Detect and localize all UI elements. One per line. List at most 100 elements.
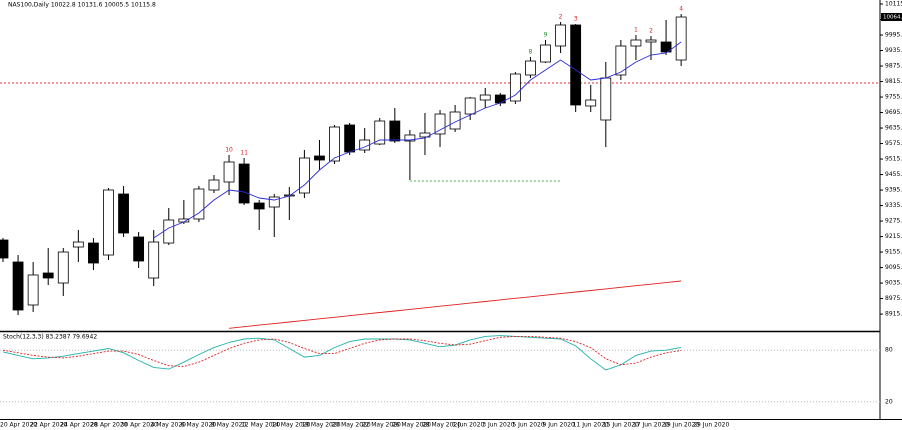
y-tick-label: 9695.0	[885, 109, 902, 116]
last-price-label: 10064.7	[883, 15, 902, 21]
candle-body	[404, 134, 416, 142]
y-tick-label: 8975.0	[885, 295, 902, 302]
x-tick-label: 22 May 2020	[362, 422, 401, 429]
y-tick-label: 9515.0	[885, 156, 902, 163]
candle-body	[223, 161, 235, 183]
candle-body	[464, 97, 476, 115]
x-tick-label: 12 May 2020	[241, 422, 280, 429]
y-tick-label: 80	[885, 347, 893, 354]
x-tick-label: 14 May 2020	[271, 422, 310, 429]
x-tick-label: 26 May 2020	[392, 422, 431, 429]
candle-body	[298, 157, 310, 194]
y-tick-label: 9335.0	[885, 202, 902, 209]
candle-body	[88, 242, 99, 264]
x-tick-label: 17 Jun 2020	[633, 422, 669, 429]
candle-body	[12, 261, 24, 311]
y-tick-label: 9875.0	[885, 63, 902, 70]
candle-body	[509, 73, 521, 102]
y-tick-label: 9275.0	[885, 218, 902, 225]
candle-annotation: 10	[225, 146, 233, 153]
x-tick-label: 9 Jun 2020	[543, 422, 575, 429]
candle-body	[57, 251, 69, 284]
candle-body	[344, 124, 356, 153]
last-price-box	[881, 13, 902, 22]
x-tick-label: 6 May 2020	[181, 422, 216, 429]
candle-annotation: 8	[529, 49, 533, 56]
candle-body	[540, 44, 551, 63]
candle-annotation: 2	[559, 13, 563, 20]
candle-annotation: 1	[634, 27, 638, 34]
candle-body	[193, 188, 205, 220]
candle-body	[525, 60, 536, 76]
candle-body	[148, 241, 160, 279]
candle-body	[660, 41, 672, 53]
candle-body	[675, 16, 687, 61]
x-tick-label: 1 Jun 2020	[452, 422, 484, 429]
oscillator-line	[2, 335, 682, 371]
y-tick-label: 9215.0	[885, 233, 902, 240]
x-tick-label: 20 Apr 2020	[0, 422, 37, 429]
candle-body	[0, 239, 9, 259]
oscillator-line	[2, 335, 682, 367]
candle-body	[600, 77, 612, 121]
x-tick-label: 20 May 2020	[332, 422, 371, 429]
y-tick-label: 9815.0	[885, 78, 902, 85]
candle-body	[374, 120, 386, 145]
moving-average	[153, 41, 682, 239]
candle-body	[268, 196, 280, 208]
candle-body	[253, 202, 265, 210]
y-tick-label: 8915.0	[885, 311, 902, 318]
candle-annotation: 2	[649, 27, 653, 34]
y-tick-label: 10115.0	[885, 1, 902, 8]
x-tick-label: 11 Jun 2020	[573, 422, 609, 429]
candle-body	[630, 39, 642, 47]
x-tick-label: 29 Jun 2020	[693, 422, 729, 429]
y-tick-label: 9995.0	[885, 32, 902, 39]
x-tick-label: 28 May 2020	[422, 422, 461, 429]
candle-body	[118, 193, 129, 234]
x-tick-label: 5 Jun 2020	[512, 422, 544, 429]
x-tick-label: 30 Apr 2020	[121, 422, 158, 429]
y-tick-label: 20	[885, 398, 893, 405]
candle-annotation: 4	[679, 6, 683, 13]
chart-title: NAS100,Daily 10022.8 10131.6 10005.5 101…	[8, 2, 156, 9]
x-tick-label: 4 May 2020	[151, 422, 186, 429]
y-tick-label: 9395.0	[885, 187, 902, 194]
indicator-title: Stoch(12,3,3) 83.2387 79.6942	[3, 334, 97, 341]
candle-body	[27, 274, 39, 306]
x-tick-label: 3 Jun 2020	[482, 422, 514, 429]
x-tick-label: 18 May 2020	[301, 422, 340, 429]
moving-average	[229, 280, 682, 329]
candle-body	[570, 24, 582, 106]
candle-body	[314, 155, 325, 161]
y-tick-label: 9155.0	[885, 249, 902, 256]
candle-body	[449, 111, 461, 130]
candle-body	[238, 163, 250, 204]
candle-body	[479, 94, 491, 101]
candle-body	[434, 113, 446, 135]
x-tick-label: 8 May 2020	[211, 422, 246, 429]
y-tick-label: 9095.0	[885, 264, 902, 271]
y-tick-label: 9635.0	[885, 125, 902, 132]
candle-annotation: 3	[574, 16, 578, 23]
x-tick-label: 22 Apr 2020	[30, 422, 67, 429]
candle-body	[555, 24, 566, 47]
candle-body	[133, 236, 145, 262]
candle-body	[103, 189, 114, 256]
candle-annotation: 9	[544, 32, 548, 39]
y-tick-label: 9575.0	[885, 140, 902, 147]
candle-body	[42, 272, 54, 279]
x-tick-label: 19 Jun 2020	[663, 422, 699, 429]
candle-body	[163, 219, 175, 244]
candle-body	[615, 45, 627, 76]
y-tick-label: 9935.0	[885, 47, 902, 54]
x-tick-label: 28 Apr 2020	[90, 422, 127, 429]
y-tick-label: 9455.0	[885, 171, 902, 178]
y-tick-label: 9755.0	[885, 94, 902, 101]
candle-annotation: 11	[240, 150, 248, 157]
candle-body	[645, 39, 657, 43]
candle-body	[208, 179, 220, 191]
candle-body	[389, 120, 401, 142]
